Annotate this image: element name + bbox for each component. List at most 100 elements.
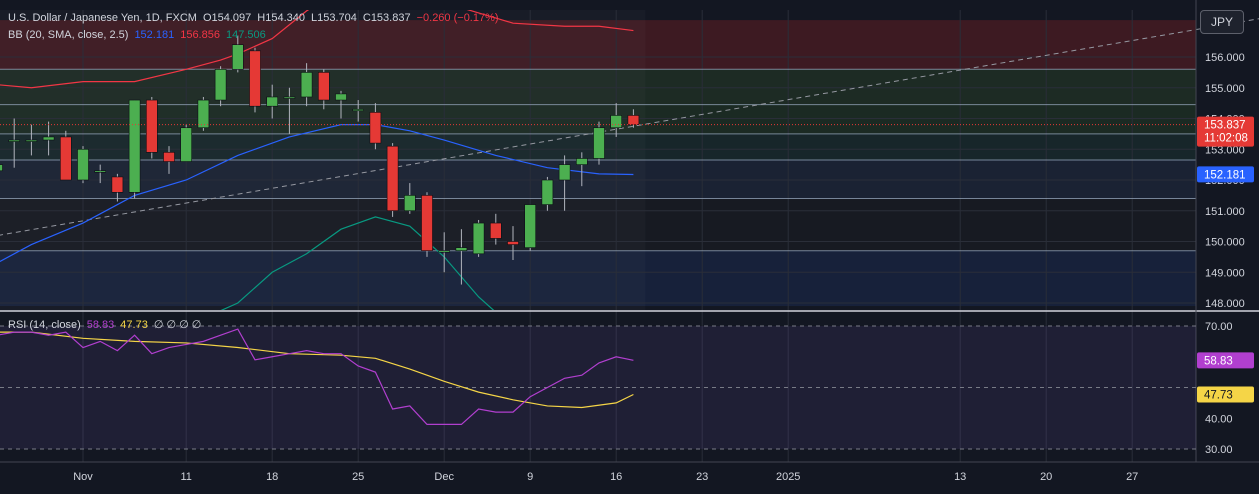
candle-body[interactable] [111,176,124,193]
candle-body[interactable] [610,115,623,129]
candle-body[interactable] [541,179,554,205]
candle-body[interactable] [128,99,141,193]
ohlc-close: C153.837 [362,12,411,24]
bb-basis-badge-text: 152.181 [1204,169,1246,181]
rsi-tick-label: 30.00 [1205,444,1233,456]
bb-lower-line [220,216,495,310]
candle-body[interactable] [455,247,468,252]
bb-label[interactable]: BB (20, SMA, close, 2.5) [8,29,129,41]
candle-body[interactable] [59,136,72,181]
price-tick-label: 151.000 [1205,206,1245,218]
price-zone [0,20,1196,70]
ohlc-change: −0.260 (−0.17%) [416,12,499,24]
time-tick-label: 11 [180,471,191,483]
trend-line[interactable] [0,14,1259,242]
time-tick-label: 16 [610,471,622,483]
candle-body[interactable] [438,250,451,253]
candle-body[interactable] [472,222,485,255]
candle-body[interactable] [214,69,227,101]
candle-body[interactable] [558,164,571,181]
last-price-badge-text: 11:02:08 [1204,133,1248,145]
rsi-band-background [0,326,1196,449]
price-zone [0,160,1196,199]
time-tick-label: 9 [527,471,533,483]
candle-body[interactable] [77,148,89,181]
candle-body[interactable] [180,127,192,162]
rsi-ma-badge [1197,386,1254,403]
candle-body[interactable] [575,158,588,165]
ohlc-high: H154.340 [257,12,305,24]
time-tick-label: 20 [1040,471,1052,483]
last-price-badge [1197,116,1254,147]
rsi-ma-value: 47.73 [120,319,148,331]
candle-body[interactable] [593,127,605,159]
symbol-title[interactable]: U.S. Dollar / Japanese Yen, 1D, FXCM [8,12,197,24]
price-tick-label: 148.000 [1205,298,1245,310]
candle-body[interactable] [42,136,55,141]
ohlc-low: L153.704 [310,12,357,24]
bb-basis-line [0,124,634,263]
candle-body[interactable] [421,195,433,252]
bb-basis-value: 152.181 [134,29,175,41]
last-price-badge-text: 153.837 [1204,120,1246,132]
price-zone [0,198,1196,251]
time-tick-label: 18 [266,471,278,483]
time-tick-label: Nov [73,471,93,483]
bb-lower-value: 147.506 [225,29,266,41]
candle-body[interactable] [489,222,502,239]
candle-body[interactable] [627,115,640,125]
candle-body[interactable] [232,44,244,70]
time-tick-label: 25 [352,471,364,483]
candle-body[interactable] [146,99,158,153]
candle-body[interactable] [0,164,3,172]
price-tick-label: 155.000 [1205,83,1245,95]
bb-basis-badge [1197,166,1254,183]
rsi-ma-line [0,331,634,409]
candle-body[interactable] [266,96,279,107]
candle-body[interactable] [403,195,416,212]
price-tick-label: 156.000 [1205,52,1245,64]
candle-body[interactable] [335,93,347,101]
rsi-value: 58.83 [86,319,115,331]
symbol-legend: U.S. Dollar / Japanese Yen, 1D, FXCM O154… [8,12,505,24]
price-zone [0,69,1196,105]
price-zone [0,250,1196,307]
rsi-label[interactable]: RSI (14, close) [8,319,81,331]
bb-upper-value: 156.856 [180,29,220,41]
rsi-line [0,328,634,425]
candle-body[interactable] [25,139,38,142]
candle-body[interactable] [524,204,537,248]
price-tick-label: 149.000 [1205,267,1245,279]
bb-legend: BB (20, SMA, close, 2.5) 152.181 156.856 14… [8,29,272,41]
candle-body[interactable] [317,72,330,101]
time-tick-label: 27 [1126,471,1138,483]
candle-body[interactable] [352,108,365,112]
rsi-legend: RSI (14, close) 58.83 47.73 ∅ ∅ ∅ ∅ [8,318,207,331]
currency-button[interactable]: JPY [1200,10,1244,34]
candle-body[interactable] [283,96,296,99]
ohlc-open: O154.097 [202,12,252,24]
price-tick-label: 150.000 [1205,237,1245,249]
bb-upper-line [0,10,634,89]
rsi-value-badge-text: 58.83 [1204,355,1233,367]
time-tick-label: 2025 [776,471,800,483]
rsi-tick-label: 40.00 [1205,413,1233,425]
candle-body[interactable] [197,99,210,129]
rsi-extra-values: ∅ ∅ ∅ ∅ [153,319,202,331]
candle-body[interactable] [300,72,313,98]
candle-body[interactable] [94,170,106,173]
rsi-tick-label: 70.00 [1205,321,1233,333]
time-tick-label: Dec [434,471,454,483]
candle-body[interactable] [369,112,382,144]
candle-body[interactable] [8,139,20,142]
time-tick-label: 23 [696,471,708,483]
rsi-ma-badge-text: 47.73 [1204,389,1233,401]
rsi-value-badge [1197,352,1254,369]
candle-body[interactable] [163,152,175,162]
candle-body[interactable] [249,50,261,107]
candle-body[interactable] [386,145,399,212]
price-tick-label: 153.000 [1205,144,1245,156]
candle-body[interactable] [507,241,519,245]
time-tick-label: 13 [954,471,966,483]
